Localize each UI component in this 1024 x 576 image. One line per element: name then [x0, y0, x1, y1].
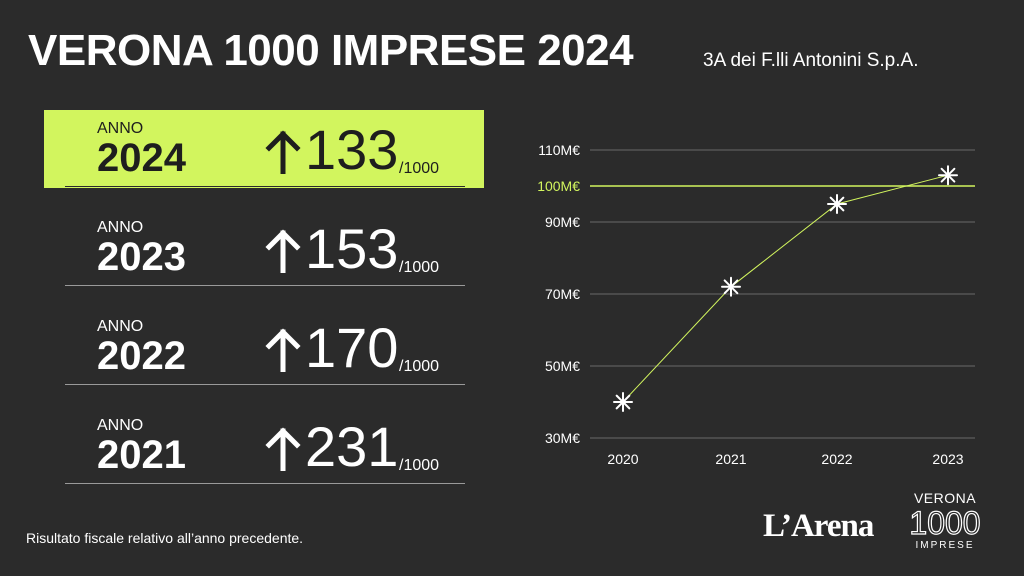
company-name: 3A dei F.lli Antonini S.p.A.: [703, 50, 919, 71]
ranking-row-2021: ANNO 2021 231/1000: [65, 393, 465, 484]
arrow-up-icon: [265, 328, 301, 372]
ranking-year: 2023: [97, 235, 186, 279]
ranking-value: 231: [305, 415, 399, 478]
ranking-suffix: /1000: [399, 358, 440, 375]
ranking-suffix: /1000: [399, 457, 440, 474]
asterisk-icon: [827, 194, 847, 214]
ranking-anno-label: ANNO: [97, 417, 144, 434]
ranking-row-2023: ANNO 2023 153/1000: [65, 195, 465, 286]
x-tick-label: 2023: [932, 451, 963, 467]
ranking-anno-label: ANNO: [97, 120, 144, 137]
larena-logo: L’Arena: [763, 508, 874, 544]
asterisk-icon: [938, 165, 958, 186]
asterisk-icon: [613, 392, 633, 412]
ranking-anno-label: ANNO: [97, 219, 144, 236]
y-tick-label: 100M€: [537, 178, 580, 194]
x-tick-label: 2021: [715, 451, 746, 467]
y-tick-label: 110M€: [538, 142, 580, 158]
ranking-suffix: /1000: [399, 160, 440, 177]
logo-imprese-text: IMPRESE: [915, 540, 975, 551]
ranking-anno-label: ANNO: [97, 318, 144, 335]
ranking-year: 2021: [97, 433, 186, 477]
logo-1000-text: 1000: [909, 505, 981, 541]
y-tick-label: 70M€: [545, 286, 580, 302]
arrow-up-icon: [265, 130, 301, 174]
ranking-value: 133: [305, 118, 399, 181]
arrow-up-icon: [265, 427, 301, 471]
y-tick-label: 50M€: [545, 358, 580, 374]
x-tick-label: 2022: [821, 451, 852, 467]
verona-1000-logo: VERONA 1000 IMPRESE: [900, 490, 990, 552]
ranking-year: 2024: [97, 136, 186, 180]
ranking-suffix: /1000: [399, 259, 440, 276]
asterisk-icon: [721, 276, 741, 297]
y-tick-label: 90M€: [545, 214, 580, 230]
ranking-value: 170: [305, 316, 399, 379]
ranking-row-2022: ANNO 2022 170/1000: [65, 294, 465, 385]
page-title: VERONA 1000 IMPRESE 2024: [28, 26, 634, 75]
arrow-up-icon: [265, 229, 301, 273]
ranking-highlight-background: [44, 110, 484, 188]
logo-verona-text: VERONA: [913, 490, 977, 506]
series-line: [622, 174, 949, 403]
x-tick-label: 2020: [607, 451, 638, 467]
y-tick-label: 30M€: [545, 430, 580, 446]
footnote: Risultato fiscale relativo all’anno prec…: [26, 530, 304, 546]
ranking-value: 153: [305, 217, 399, 280]
ranking-row-2024: ANNO 2024 133/1000: [65, 96, 465, 187]
ranking-year: 2022: [97, 334, 186, 378]
